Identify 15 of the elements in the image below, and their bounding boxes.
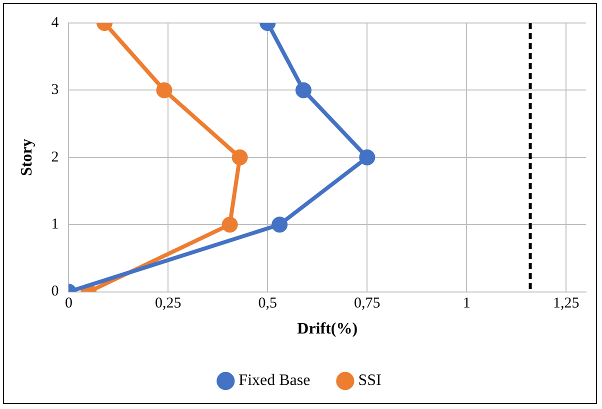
legend-label: SSI [358,372,382,390]
legend-label: Fixed Base [238,372,310,390]
y-tick-label: 0 [51,284,59,300]
x-tick-label: 0,25 [155,296,182,312]
y-axis-title: Story [18,138,36,176]
x-tick-label: 0,75 [354,296,380,312]
y-tick-label: 4 [51,14,60,31]
x-tick-label: 0,5 [258,296,278,312]
x-tick-label: 1,25 [552,296,580,312]
x-tick-label: 1 [462,296,470,312]
y-tick-label: 1 [51,216,59,233]
y-tick-label: 2 [51,149,59,166]
x-axis-title: Drift(%) [297,320,358,338]
y-tick-label: 3 [51,82,59,98]
x-tick-label: 0 [64,296,72,312]
